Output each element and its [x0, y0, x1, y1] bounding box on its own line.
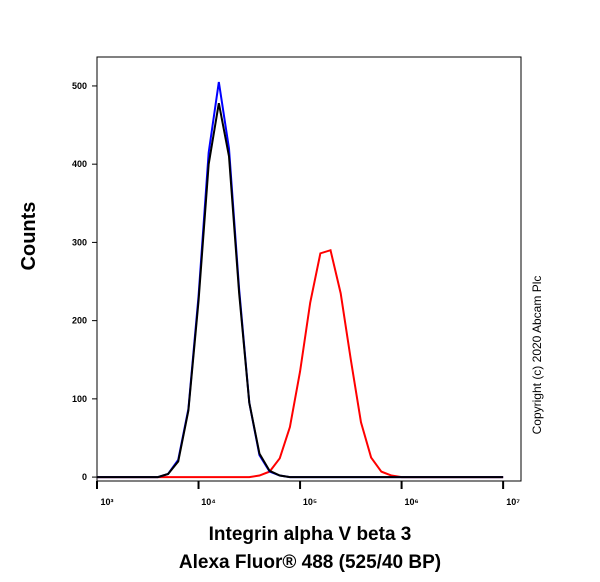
y-tick-label: 300 — [72, 237, 87, 247]
x-tick-label: 10⁵ — [303, 497, 317, 507]
x-tick-label: 10⁴ — [201, 497, 215, 507]
series-line — [97, 81, 504, 479]
y-tick-label: 400 — [72, 159, 87, 169]
y-tick-label: 0 — [82, 472, 87, 482]
x-tick-label: 10⁶ — [405, 497, 419, 507]
series-line — [97, 248, 504, 479]
y-tick-label: 500 — [72, 81, 87, 91]
y-tick-label: 100 — [72, 394, 87, 404]
x-axis-label: Alexa Fluor® 488 (525/40 BP) — [179, 552, 441, 573]
series-line — [97, 102, 504, 479]
y-tick-label: 200 — [72, 316, 87, 326]
y-axis-label: Counts — [18, 202, 40, 271]
copyright: Copyright (c) 2020 Abcam Plc — [530, 276, 544, 435]
x-tick-label: 10³ — [100, 497, 113, 507]
x-tick-label: 10⁷ — [506, 497, 520, 507]
x-axis-label: Integrin alpha V beta 3 — [209, 524, 412, 545]
plot-frame — [96, 56, 522, 482]
